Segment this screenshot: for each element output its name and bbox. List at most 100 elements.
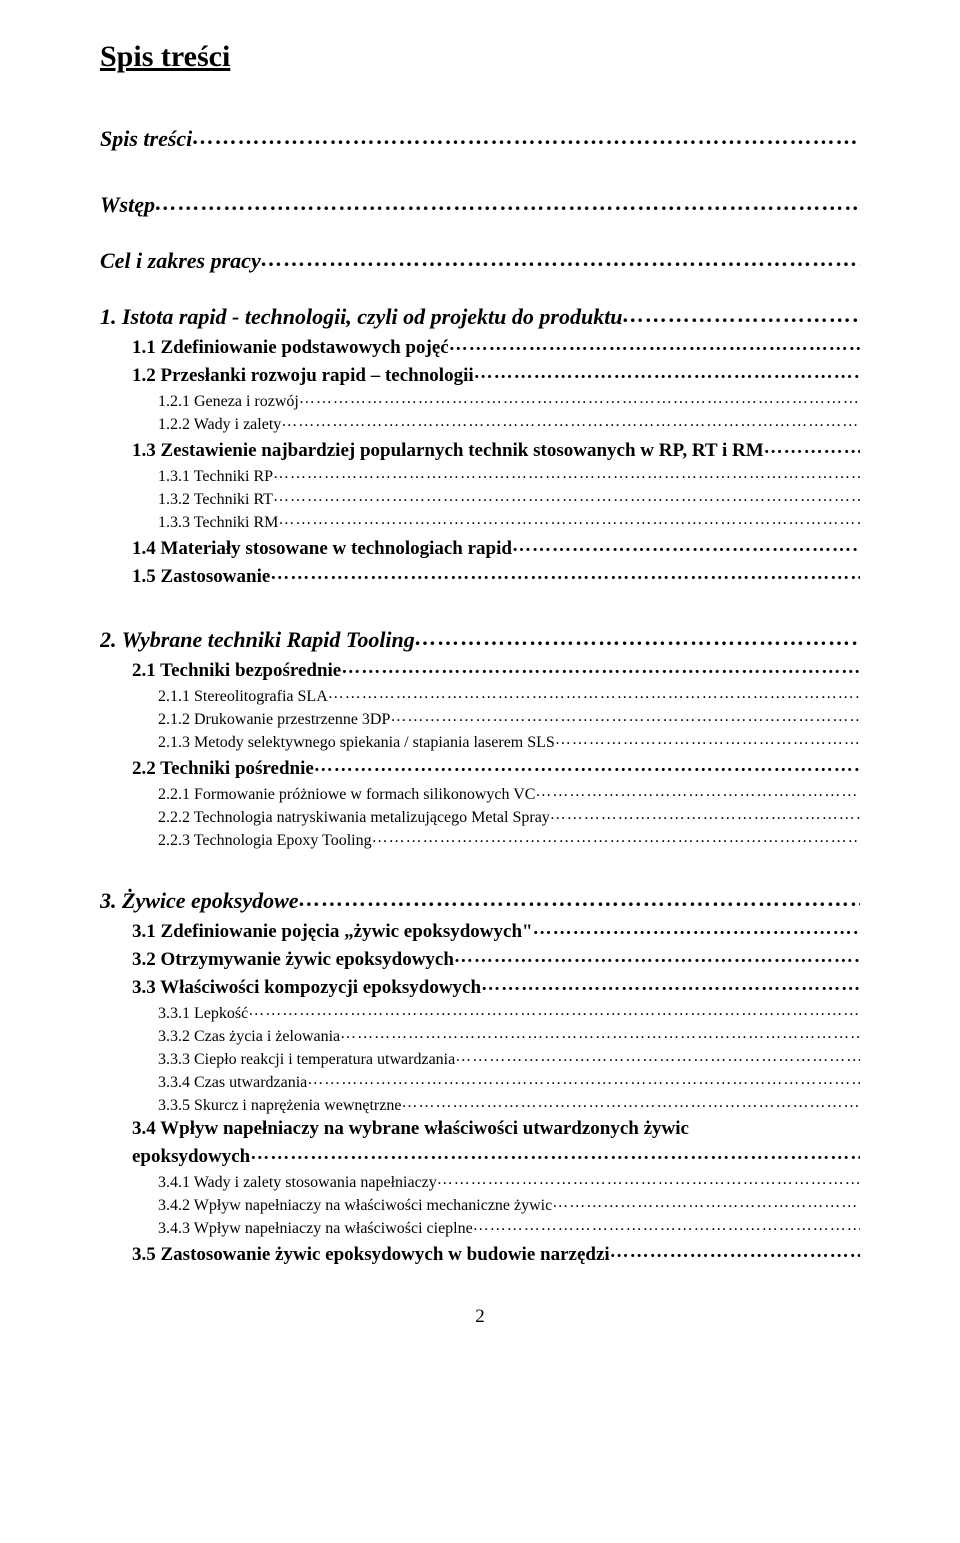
toc-leader bbox=[512, 535, 860, 554]
toc-leader bbox=[299, 390, 860, 406]
toc-entry: 2.1.3 Metody selektywnego spiekania / st… bbox=[100, 731, 860, 752]
toc-leader bbox=[307, 1071, 860, 1087]
spacer bbox=[100, 852, 860, 882]
toc-label: 3.1 Zdefiniowanie pojęcia „żywic epoksyd… bbox=[132, 921, 533, 943]
toc-label: 1.3.2 Techniki RT bbox=[158, 491, 273, 509]
toc-leader bbox=[390, 708, 860, 724]
toc-label: Wstęp bbox=[100, 192, 155, 218]
toc-label: 3.4 Wpływ napełniaczy na wybrane właściw… bbox=[132, 1118, 689, 1140]
toc-entry: 1.3 Zestawienie najbardziej popularnych … bbox=[100, 437, 860, 462]
toc-label: 1.5 Zastosowanie bbox=[132, 566, 270, 588]
toc-leader bbox=[454, 946, 860, 965]
toc-leader bbox=[474, 362, 860, 381]
toc-label: 3.4.2 Wpływ napełniaczy na właściwości m… bbox=[158, 1197, 552, 1215]
toc-entry: Cel i zakres pracy bbox=[100, 246, 860, 274]
toc-entry: 1.2.1 Geneza i rozwój bbox=[100, 390, 860, 411]
spacer bbox=[100, 156, 860, 186]
toc-label: 2.2.1 Formowanie próżniowe w formach sil… bbox=[158, 786, 535, 804]
toc-entry: epoksydowych bbox=[100, 1143, 860, 1168]
toc-label: 2.2.2 Technologia natryskiwania metalizu… bbox=[158, 809, 550, 827]
toc-entry: 3.3.4 Czas utwardzania bbox=[100, 1071, 860, 1092]
toc-label: 1.1 Zdefiniowanie podstawowych pojęć bbox=[132, 337, 449, 359]
toc-leader bbox=[473, 1217, 860, 1233]
toc-entry: 1.3.3 Techniki RM bbox=[100, 511, 860, 532]
toc-label: 3.3.2 Czas życia i żelowania bbox=[158, 1028, 340, 1046]
toc-label: 3.5 Zastosowanie żywic epoksydowych w bu… bbox=[132, 1244, 610, 1266]
toc-leader bbox=[341, 657, 860, 676]
toc-entry: 3.4.3 Wpływ napełniaczy na właściwości c… bbox=[100, 1217, 860, 1238]
page-number: 2 bbox=[100, 1306, 860, 1328]
toc-entry: 3. Żywice epoksydowe bbox=[100, 886, 860, 914]
toc-label: Spis treści bbox=[100, 126, 192, 152]
toc-leader bbox=[250, 1143, 860, 1162]
toc-label: 1.4 Materiały stosowane w technologiach … bbox=[132, 538, 512, 560]
toc-label: 3.4.3 Wpływ napełniaczy na właściwości c… bbox=[158, 1220, 473, 1238]
toc-leader bbox=[552, 1194, 860, 1210]
spacer bbox=[100, 591, 860, 621]
toc-label: 2.2 Techniki pośrednie bbox=[132, 758, 314, 780]
toc-label: 1.3.1 Techniki RP bbox=[158, 468, 273, 486]
toc-entry: Wstęp bbox=[100, 190, 860, 218]
toc-entry: 1.2 Przesłanki rozwoju rapid – technolog… bbox=[100, 362, 860, 387]
toc-entry: 3.3.3 Ciepło reakcji i temperatura utwar… bbox=[100, 1048, 860, 1069]
toc-leader bbox=[401, 1094, 860, 1110]
toc-label: 2.1.1 Stereolitografia SLA bbox=[158, 688, 328, 706]
toc-leader bbox=[764, 437, 860, 456]
toc-label: 3. Żywice epoksydowe bbox=[100, 888, 299, 914]
toc-entry: 1.1 Zdefiniowanie podstawowych pojęć bbox=[100, 334, 860, 359]
toc-entry: 1.2.2 Wady i zalety bbox=[100, 413, 860, 434]
toc-label: 1.2.2 Wady i zalety bbox=[158, 416, 281, 434]
toc-label: 1. Istota rapid - technologii, czyli od … bbox=[100, 304, 623, 330]
toc-entry: 3.3.1 Lepkość bbox=[100, 1002, 860, 1023]
spacer bbox=[100, 222, 860, 242]
toc-leader bbox=[535, 783, 860, 799]
toc-entry: 2.2.1 Formowanie próżniowe w formach sil… bbox=[100, 783, 860, 804]
toc-entry: 1.3.1 Techniki RP bbox=[100, 465, 860, 486]
toc-label: 3.3 Właściwości kompozycji epoksydowych bbox=[132, 977, 481, 999]
toc-label: 2.1 Techniki bezpośrednie bbox=[132, 660, 341, 682]
toc-leader bbox=[155, 190, 860, 212]
toc-leader bbox=[299, 886, 860, 908]
toc-leader bbox=[273, 488, 860, 504]
toc-label: 1.2.1 Geneza i rozwój bbox=[158, 393, 299, 411]
toc-label: 3.3.5 Skurcz i naprężenia wewnętrzne bbox=[158, 1097, 401, 1115]
toc-entry: 1.5 Zastosowanie bbox=[100, 563, 860, 588]
toc-entry: 2.1.2 Drukowanie przestrzenne 3DP bbox=[100, 708, 860, 729]
toc-leader bbox=[623, 302, 860, 324]
toc-label: epoksydowych bbox=[132, 1146, 250, 1168]
toc-entry: 3.4.1 Wady i zalety stosowania napełniac… bbox=[100, 1171, 860, 1192]
toc-label: 1.3 Zestawienie najbardziej popularnych … bbox=[132, 440, 764, 462]
toc-entry: 1. Istota rapid - technologii, czyli od … bbox=[100, 302, 860, 330]
toc-entry: 2.2.2 Technologia natryskiwania metalizu… bbox=[100, 806, 860, 827]
toc-leader bbox=[533, 918, 860, 937]
toc-label: Cel i zakres pracy bbox=[100, 248, 261, 274]
toc-entry: 2.1.1 Stereolitografia SLA bbox=[100, 685, 860, 706]
toc-label: 1.3.3 Techniki RM bbox=[158, 514, 278, 532]
toc-leader bbox=[610, 1241, 860, 1260]
toc-leader bbox=[328, 685, 860, 701]
table-of-contents: Spis treści Wstęp Cel i zakres pracy 1. Ist… bbox=[100, 124, 860, 1266]
spacer bbox=[100, 278, 860, 298]
document-page: Spis treści Spis treści Wstęp Cel i zakres… bbox=[0, 0, 960, 1368]
toc-label: 2.1.3 Metody selektywnego spiekania / st… bbox=[158, 734, 555, 752]
toc-leader bbox=[273, 465, 860, 481]
toc-entry: 1.3.2 Techniki RT bbox=[100, 488, 860, 509]
page-title: Spis treści bbox=[100, 40, 860, 74]
toc-leader bbox=[248, 1002, 860, 1018]
toc-entry: 3.5 Zastosowanie żywic epoksydowych w bu… bbox=[100, 1241, 860, 1266]
toc-leader bbox=[555, 731, 860, 747]
toc-label: 2.1.2 Drukowanie przestrzenne 3DP bbox=[158, 711, 390, 729]
toc-label: 3.3.3 Ciepło reakcji i temperatura utwar… bbox=[158, 1051, 455, 1069]
toc-leader bbox=[550, 806, 860, 822]
toc-entry: 3.4.2 Wpływ napełniaczy na właściwości m… bbox=[100, 1194, 860, 1215]
toc-leader bbox=[261, 246, 860, 268]
toc-label: 3.2 Otrzymywanie żywic epoksydowych bbox=[132, 949, 454, 971]
toc-leader bbox=[455, 1048, 860, 1064]
toc-label: 3.3.1 Lepkość bbox=[158, 1005, 248, 1023]
toc-entry: 1.4 Materiały stosowane w technologiach … bbox=[100, 535, 860, 560]
toc-leader bbox=[437, 1171, 860, 1187]
toc-leader bbox=[278, 511, 860, 527]
toc-entry: 3.1 Zdefiniowanie pojęcia „żywic epoksyd… bbox=[100, 918, 860, 943]
toc-leader bbox=[415, 625, 860, 647]
toc-leader bbox=[192, 124, 860, 146]
